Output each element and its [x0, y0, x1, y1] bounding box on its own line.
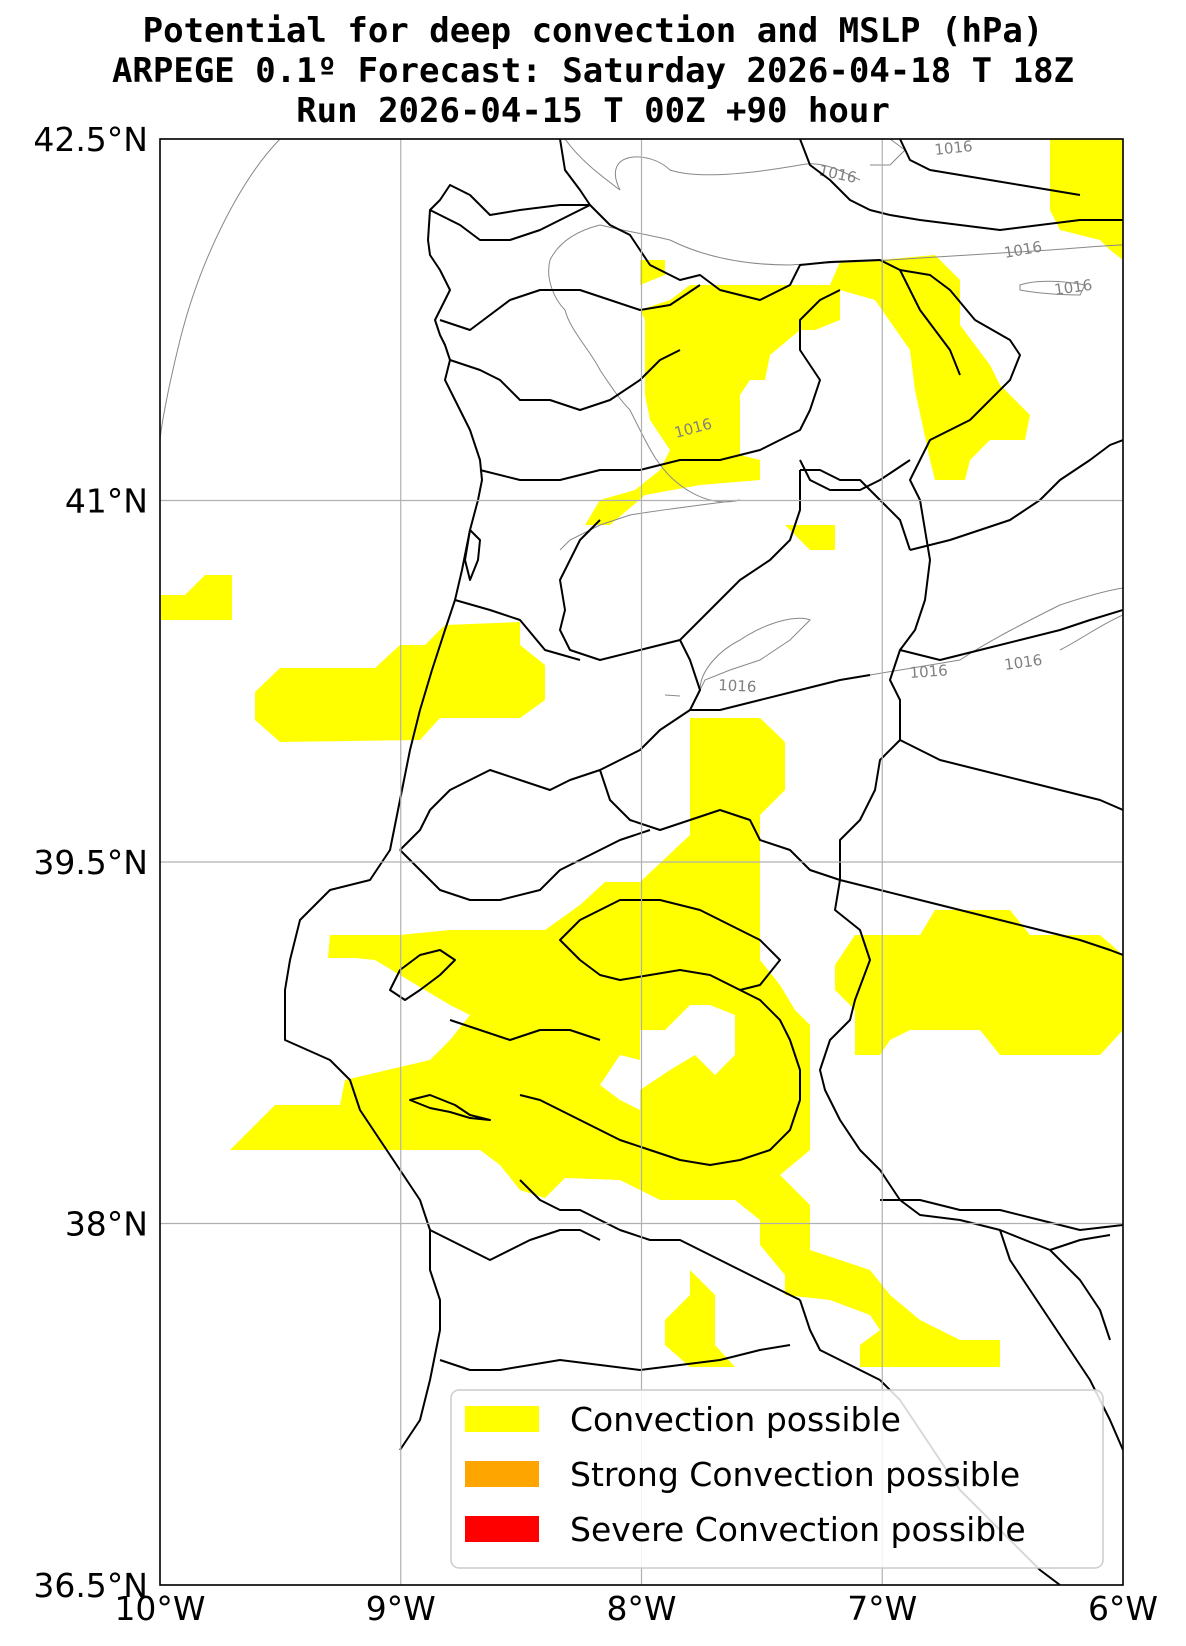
convection-area-central: [230, 718, 1000, 1367]
longitude-tick-labels: 10°W 9°W 8°W 7°W 6°W: [114, 1589, 1158, 1628]
legend-label-convection: Convection possible: [570, 1400, 901, 1439]
map-title-line-2: ARPEGE 0.1º Forecast: Saturday 2026-04-1…: [111, 51, 1075, 91]
district-border: [399, 639, 701, 851]
map-frame: [159, 138, 1124, 1586]
district-border: [454, 599, 581, 661]
district-border: [880, 1199, 1123, 1231]
district-border: [799, 1299, 881, 1381]
isobar-label: 1016: [934, 137, 974, 159]
district-border: [399, 829, 651, 901]
convection-areas: [160, 139, 1123, 1367]
district-border: [899, 269, 961, 376]
district-border: [839, 879, 1123, 956]
district-border: [899, 739, 1123, 811]
lon-tick-label: 8°W: [606, 1589, 676, 1628]
border-north-minho: [429, 204, 591, 241]
legend-swatch-convection: [465, 1406, 539, 1432]
isobar-label: 1016: [1003, 651, 1043, 674]
lon-tick-label: 9°W: [366, 1589, 436, 1628]
map-title-line-3: Run 2026-04-15 T 00Z +90 hour: [296, 91, 890, 131]
district-border: [429, 1229, 601, 1261]
district-border: [889, 214, 1123, 231]
lon-tick-label: 7°W: [847, 1589, 917, 1628]
convection-area-east: [835, 910, 1123, 1055]
district-border: [690, 674, 871, 711]
border-line: [589, 204, 1111, 1341]
convection-area-north: [585, 255, 1030, 525]
isobar-label: 1016: [718, 676, 757, 696]
legend-label-strong-convection: Strong Convection possible: [570, 1455, 1020, 1494]
isobar-label: 1016: [909, 661, 948, 682]
district-border: [479, 289, 841, 481]
district-border: [519, 989, 801, 1166]
legend: Convection possible Strong Convection po…: [450, 1389, 1104, 1569]
legend-frame: [450, 1389, 1104, 1569]
convection-area-south-1: [665, 1270, 735, 1367]
convection-area-offshore-1: [160, 575, 232, 620]
district-border: [559, 470, 801, 661]
legend-swatch-strong-convection: [465, 1461, 539, 1487]
map-title-line-1: Potential for deep convection and MSLP (…: [142, 11, 1044, 51]
coastline: [284, 139, 591, 1451]
lon-tick-label: 10°W: [114, 1589, 205, 1628]
district-border: [1049, 1234, 1111, 1251]
district-border: [449, 1019, 601, 1041]
district-border: [559, 899, 781, 991]
district-border: [899, 609, 1123, 661]
district-border: [799, 139, 891, 216]
isobar-label: 1016: [1003, 238, 1044, 262]
district-border: [439, 1344, 791, 1371]
estuary-tagus: [389, 949, 456, 1001]
lon-tick-label: 6°W: [1088, 1589, 1158, 1628]
district-border: [519, 1179, 801, 1301]
lat-tick-label: 41°N: [65, 482, 148, 521]
convection-area-offshore-2: [255, 622, 545, 742]
legend-swatch-severe-convection: [465, 1516, 539, 1542]
lat-tick-label: 39.5°N: [33, 843, 148, 882]
district-border: [439, 284, 701, 331]
convection-area-northeast-corner: [1050, 139, 1123, 260]
estuary-sado: [409, 1094, 491, 1121]
district-border: [449, 349, 681, 411]
ria-aveiro: [464, 529, 481, 581]
district-border: [899, 139, 1081, 196]
lat-tick-label: 36.5°N: [33, 1566, 148, 1605]
district-border: [799, 459, 911, 491]
isobar-label: 1016: [1053, 276, 1093, 299]
latitude-tick-labels: 36.5°N 38°N 39.5°N 41°N 42.5°N: [33, 120, 148, 1605]
convection-area-small-41n: [785, 525, 835, 550]
district-border: [599, 769, 841, 881]
lat-tick-label: 42.5°N: [33, 120, 148, 159]
legend-label-severe-convection: Severe Convection possible: [570, 1510, 1026, 1549]
district-border: [999, 1229, 1123, 1451]
lat-tick-label: 38°N: [65, 1205, 148, 1244]
convection-area-northwest-spot: [640, 260, 665, 285]
district-border: [800, 469, 911, 551]
